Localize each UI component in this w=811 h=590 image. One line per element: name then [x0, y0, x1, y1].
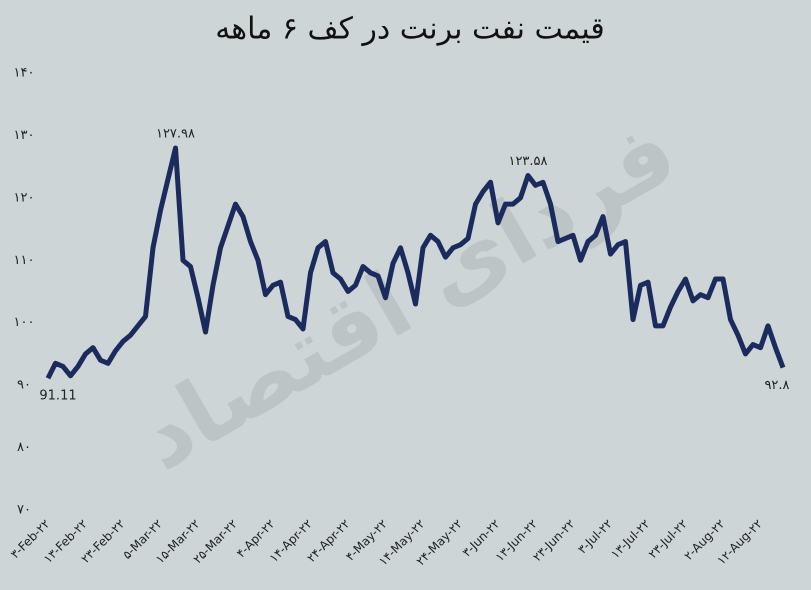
watermark: فردای اقتصاد [121, 99, 694, 490]
chart-title: قیمت نفت برنت در کف ۶ ماهه [215, 12, 605, 47]
data-label: ۱۲۳.۵۸ [508, 154, 547, 169]
y-tick-label: ۹۰ [17, 378, 31, 393]
y-tick-label: ۱۳۰ [14, 128, 35, 143]
x-tick-label: ۱۳-Jul-۲۲ [608, 517, 652, 561]
data-label: ۱۲۷.۹۸ [156, 127, 195, 142]
line [45, 145, 786, 380]
y-tick-label: ۱۱۰ [14, 253, 35, 268]
y-tick-label: ۱۰۰ [14, 315, 35, 330]
data-label: 91.11 [39, 389, 76, 404]
data-label: ۹۲.۸ [764, 378, 789, 393]
y-tick-label: ۱۴۰ [14, 66, 35, 81]
y-tick-label: ۷۰ [17, 503, 31, 518]
y-tick-label: ۸۰ [17, 440, 31, 455]
y-tick-label: ۱۲۰ [14, 190, 35, 205]
